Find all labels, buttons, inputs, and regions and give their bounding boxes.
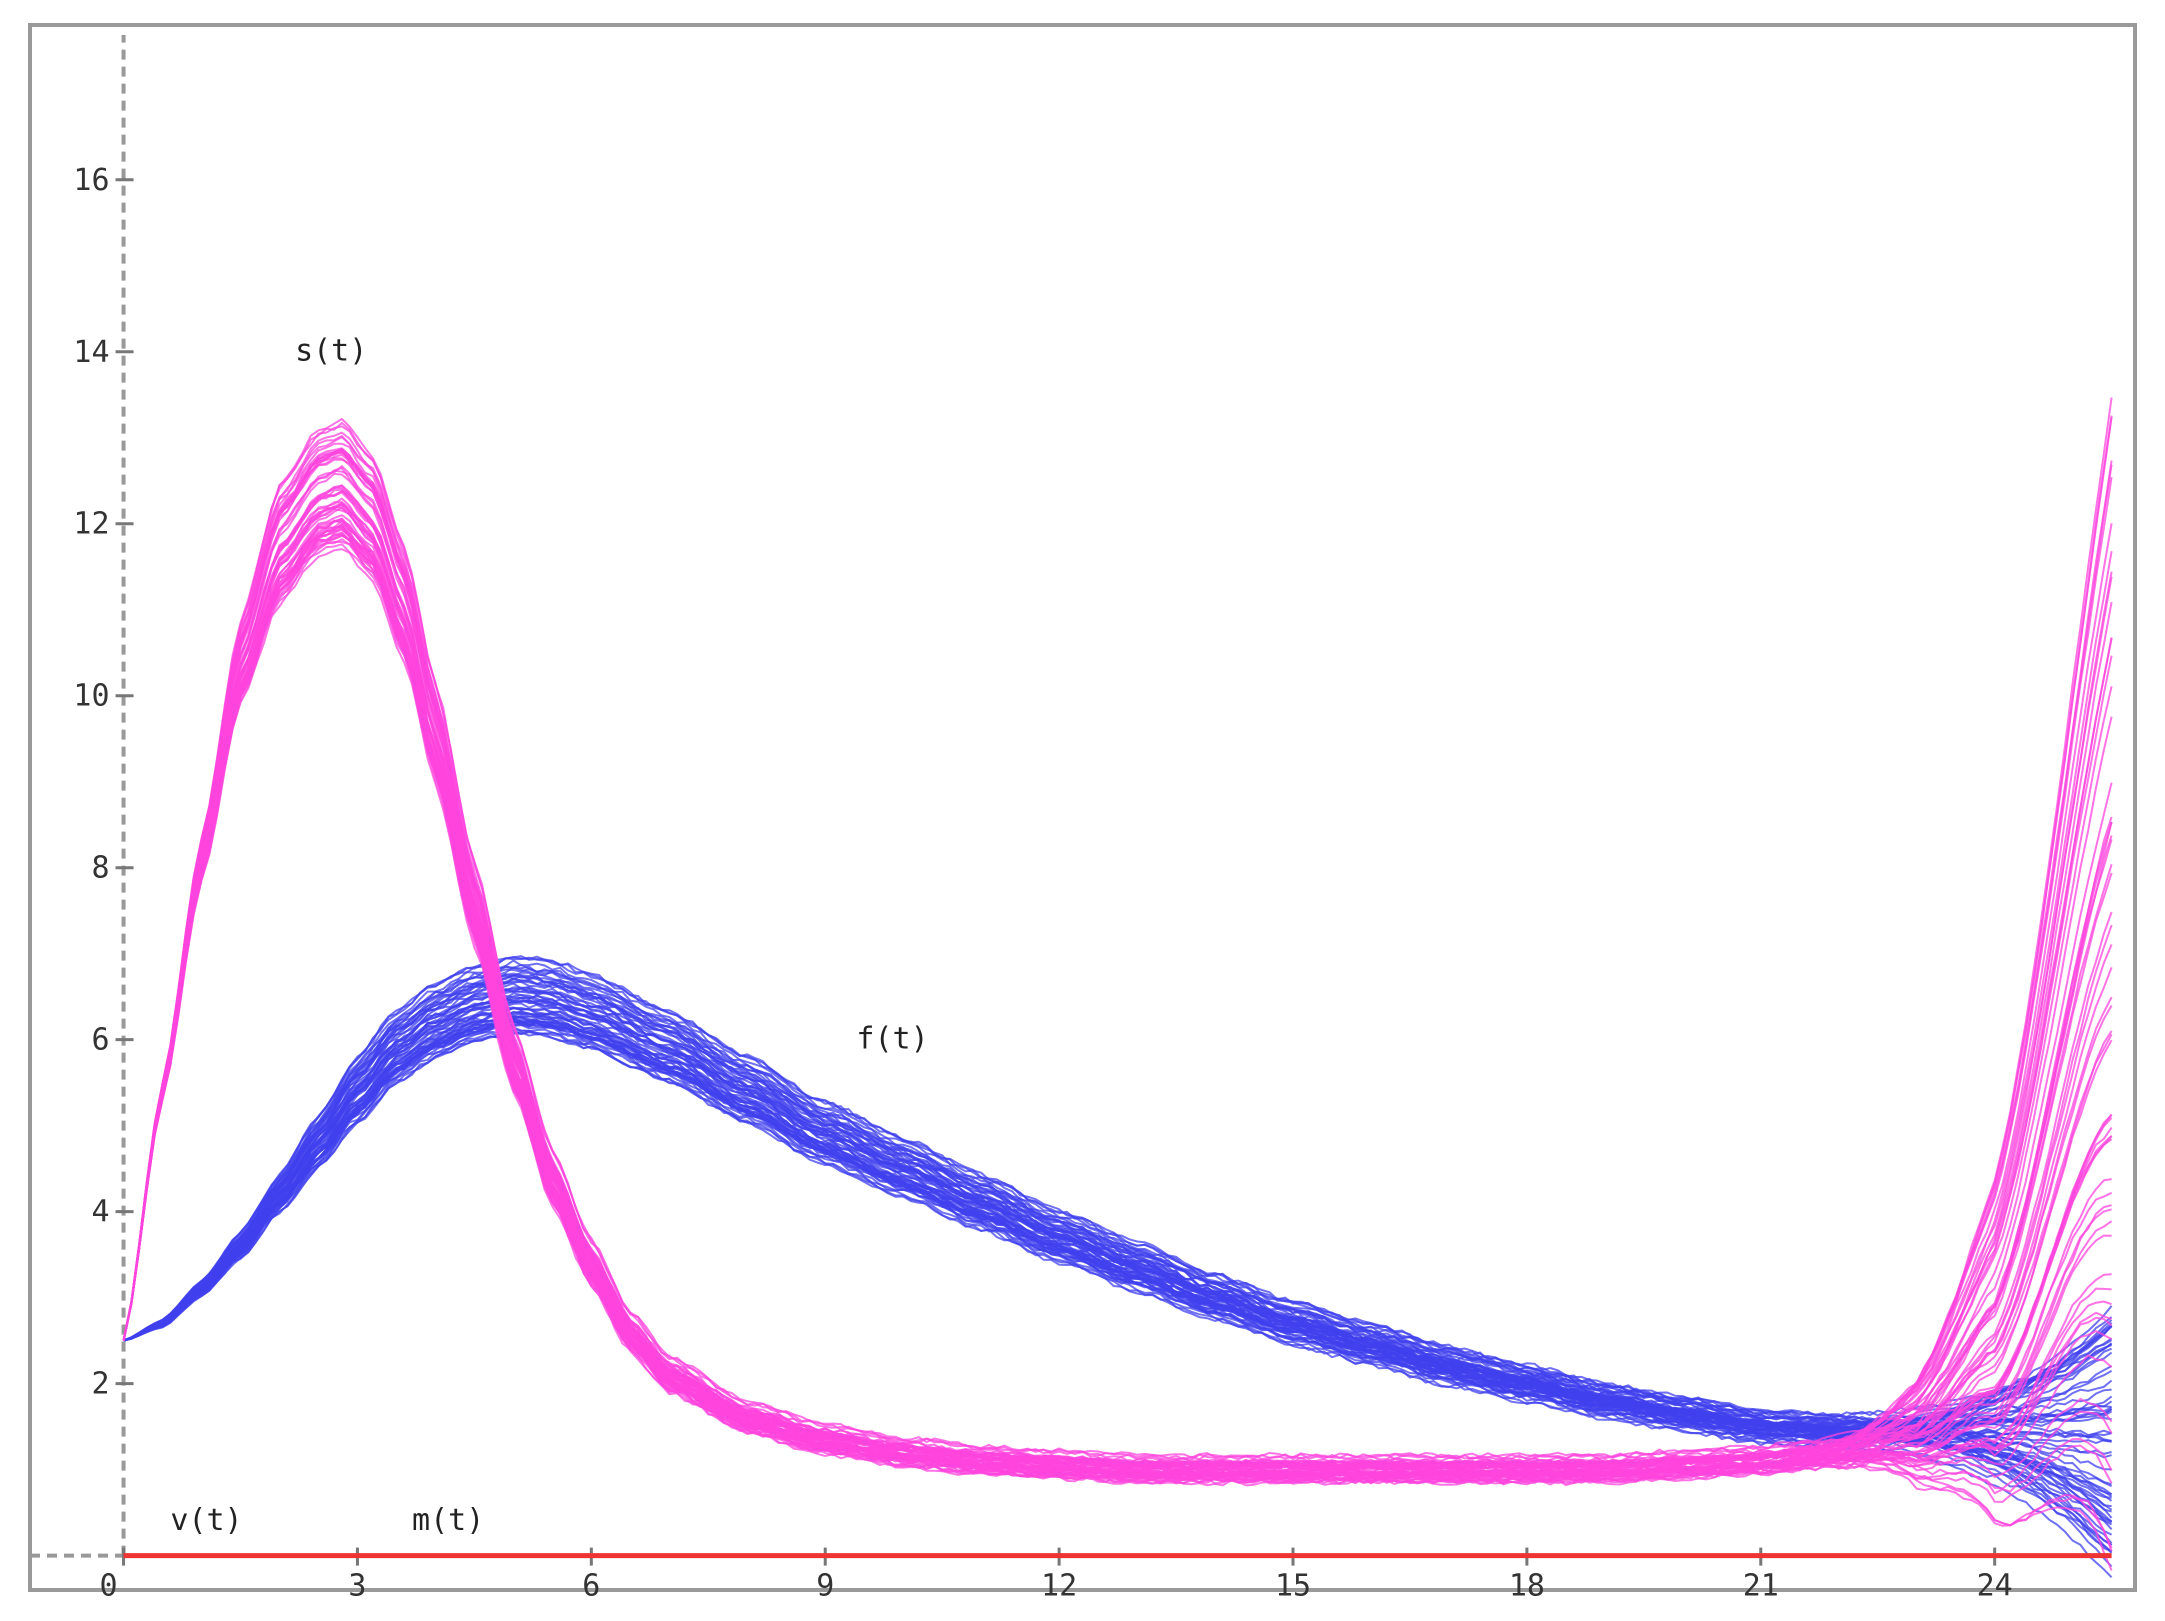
y-axis: 2 4 6 8 10 12 14 16 xyxy=(73,35,134,1556)
curve-label: f(t) xyxy=(856,1021,928,1056)
f-trajectory xyxy=(123,1024,2113,1443)
f-trajectory xyxy=(123,975,2112,1486)
y-tick-label: 12 xyxy=(73,507,109,542)
y-tick-label: 10 xyxy=(73,679,109,714)
x-tick-label: 24 xyxy=(1977,1569,2013,1604)
plot-frame xyxy=(28,23,2137,1592)
s-trajectory xyxy=(122,421,2113,1459)
f-ensemble xyxy=(123,955,2113,1578)
f-trajectory xyxy=(123,965,2113,1502)
curve-label: v(t) xyxy=(170,1503,242,1538)
x-tick-label: 9 xyxy=(816,1569,834,1604)
x-tick-label: 15 xyxy=(1275,1569,1311,1604)
y-tick-label: 8 xyxy=(91,851,109,886)
s-ensemble xyxy=(122,397,2113,1571)
curve-label: m(t) xyxy=(412,1503,484,1538)
f-trajectory xyxy=(123,1006,2113,1441)
x-tick-label: 0 xyxy=(99,1569,117,1604)
curve-label: s(t) xyxy=(295,333,367,368)
s-trajectory xyxy=(122,489,2113,1468)
x-tick-label: 12 xyxy=(1041,1569,1077,1604)
y-tick-label: 4 xyxy=(91,1195,109,1230)
y-tick-label: 14 xyxy=(73,335,109,370)
x-tick-label: 21 xyxy=(1743,1569,1779,1604)
x-tick-label: 6 xyxy=(582,1569,600,1604)
x-tick-label: 18 xyxy=(1509,1569,1545,1604)
s-trajectory xyxy=(122,466,2113,1503)
y-tick-label: 6 xyxy=(91,1023,109,1058)
f-trajectory xyxy=(123,977,2113,1431)
f-trajectory xyxy=(123,1029,2113,1578)
y-tick-label: 2 xyxy=(91,1367,109,1402)
series-layer xyxy=(122,397,2113,1578)
s-trajectory xyxy=(122,397,2113,1479)
f-trajectory xyxy=(123,1002,2113,1428)
x-tick-label: 3 xyxy=(348,1569,366,1604)
y-tick-label: 16 xyxy=(73,163,109,198)
f-trajectory xyxy=(123,1017,2112,1499)
curve-labels: s(t) f(t) v(t) m(t) xyxy=(170,333,928,1537)
f-trajectory xyxy=(123,1030,2113,1488)
x-axis: 0 3 6 9 12 15 18 21 24 xyxy=(30,1547,2013,1604)
